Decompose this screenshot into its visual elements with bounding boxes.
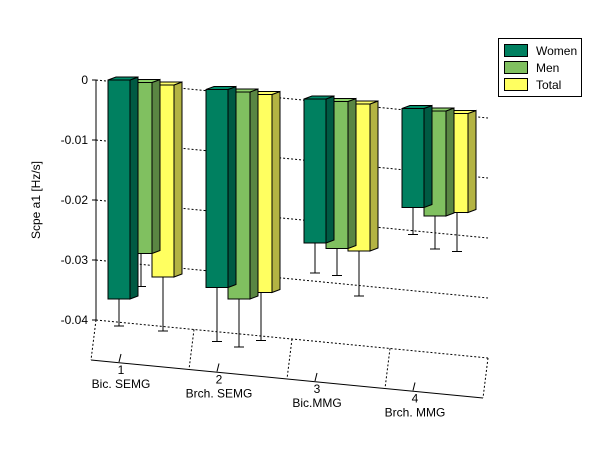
floor-grid-line: [90, 319, 97, 361]
x-tick: [216, 363, 220, 372]
bar-women-4: [401, 108, 425, 208]
legend-label-total: Total: [536, 77, 562, 92]
y-tick-label: -0.02: [61, 193, 89, 207]
x-tick-number: 2: [216, 373, 223, 387]
bar-side-women: [129, 76, 139, 300]
legend-item-total: Total: [499, 76, 581, 93]
x-tick: [314, 372, 318, 382]
x-tick-number: 4: [412, 392, 419, 406]
x-tick-number: 3: [314, 382, 321, 396]
floor-grid-line: [384, 348, 391, 389]
bar-side-total: [467, 109, 477, 214]
bar-side-women: [325, 95, 335, 244]
legend-label-men: Men: [536, 60, 560, 75]
x-axis-line: [90, 359, 484, 399]
y-tick-label: -0.03: [61, 253, 89, 267]
y-axis-label: Scpe a1 [Hz/s]: [29, 161, 43, 239]
x-tick-label: Bic.MMG: [292, 396, 341, 410]
bar-side-women: [227, 85, 237, 289]
legend-swatch-men: [504, 61, 528, 74]
bar-side-men: [347, 97, 357, 250]
x-tick-label: Brch. MMG: [385, 406, 446, 420]
bar-women-2: [205, 89, 229, 288]
y-tick-label: 0: [81, 73, 88, 87]
bar-women-1: [107, 79, 131, 300]
bar-women-3: [303, 98, 327, 244]
x-tick-number: 1: [118, 363, 125, 377]
x-tick-label: Brch. SEMG: [186, 387, 253, 401]
x-tick-label: Bic. SEMG: [92, 377, 151, 391]
legend-item-women: Women: [499, 42, 581, 59]
bar-side-total: [173, 81, 183, 278]
floor-grid-line: [286, 338, 293, 380]
legend-label-women: Women: [536, 43, 578, 58]
bar-side-men: [445, 107, 455, 217]
floor-grid-line: [482, 357, 489, 399]
legend: Women Men Total: [498, 38, 582, 97]
x-tick: [118, 353, 122, 363]
x-tick: [412, 382, 416, 391]
bar-side-men: [249, 88, 259, 300]
bar-side-women: [423, 104, 433, 209]
chart-bars: [107, 76, 477, 348]
y-tick-label: -0.01: [61, 133, 89, 147]
bar-side-total: [369, 100, 379, 252]
legend-swatch-women: [504, 44, 528, 57]
legend-swatch-total: [504, 78, 528, 91]
y-tick-label: -0.04: [61, 313, 89, 327]
chart-axes: 0 -0.01 -0.02 -0.03 -0.04: [61, 73, 484, 399]
bar-side-men: [151, 78, 161, 255]
floor-grid-line: [188, 329, 195, 370]
legend-item-men: Men: [499, 59, 581, 76]
bar-side-total: [271, 90, 281, 294]
